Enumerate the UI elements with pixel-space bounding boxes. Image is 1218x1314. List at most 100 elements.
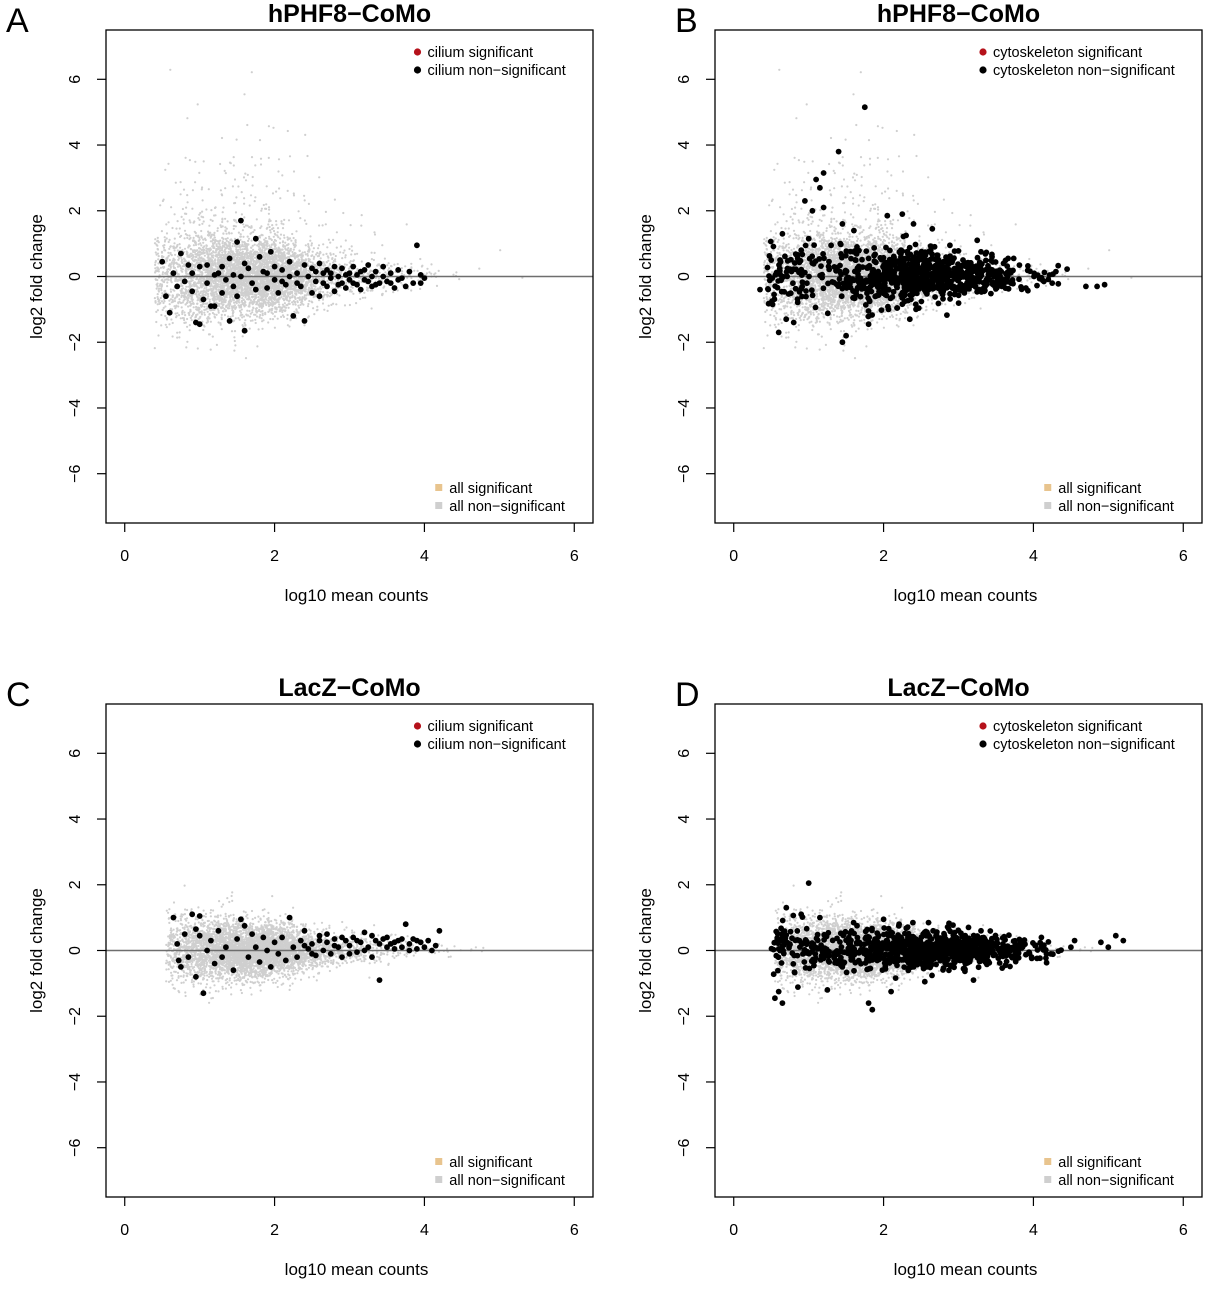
background-point [361, 273, 365, 276]
background-point [318, 291, 321, 294]
background-point [224, 251, 227, 255]
background-point [292, 242, 295, 245]
background-point [185, 206, 188, 209]
background-point [232, 270, 235, 273]
background-point [321, 286, 325, 289]
background-point [209, 218, 212, 221]
background-point [221, 249, 224, 252]
background-point [232, 267, 235, 270]
background-point [171, 299, 174, 302]
background-point [335, 271, 338, 275]
background-point [201, 210, 204, 213]
background-point [259, 226, 262, 230]
background-point [251, 175, 254, 179]
background-point [345, 263, 348, 266]
background-point [248, 273, 251, 276]
background-point [293, 246, 296, 249]
background-point [263, 246, 266, 249]
background-point [289, 317, 292, 320]
background-point [186, 290, 189, 293]
background-point [173, 249, 176, 252]
background-point [275, 220, 278, 223]
background-point [338, 263, 341, 266]
background-point [184, 321, 187, 324]
background-point [344, 256, 347, 259]
background-point [233, 244, 236, 248]
background-point [226, 281, 230, 284]
background-point [350, 245, 353, 248]
background-point [297, 296, 300, 300]
background-point [287, 219, 291, 222]
background-point [226, 220, 229, 223]
background-point [214, 240, 217, 244]
background-point [294, 303, 297, 306]
background-point [242, 223, 245, 226]
background-point [291, 232, 294, 236]
background-point [319, 279, 322, 282]
background-point [256, 268, 259, 271]
background-point [246, 285, 249, 288]
background-point [452, 273, 455, 276]
background-point [159, 204, 162, 207]
background-point [175, 246, 178, 249]
background-point [360, 260, 363, 263]
background-point [287, 250, 290, 253]
background-point [201, 222, 204, 225]
background-point [188, 234, 191, 237]
background-point [250, 301, 254, 304]
background-point [301, 296, 304, 299]
background-point [196, 295, 199, 298]
background-point [369, 289, 372, 292]
background-point [154, 271, 157, 274]
background-point [272, 235, 275, 238]
background-point [312, 296, 315, 299]
background-point [179, 301, 183, 305]
background-point [160, 313, 163, 317]
background-point [254, 293, 258, 296]
background-point [192, 239, 195, 242]
background-point [235, 282, 238, 285]
background-point [419, 257, 422, 261]
background-point [338, 294, 341, 297]
background-point [250, 239, 253, 242]
background-point [280, 220, 283, 223]
background-point [330, 294, 333, 297]
background-point [166, 273, 169, 276]
background-point [353, 253, 357, 256]
background-point [347, 267, 351, 270]
background-point [158, 299, 161, 302]
background-point [295, 309, 298, 312]
background-point [276, 259, 280, 262]
background-point [200, 259, 204, 262]
background-point [231, 296, 234, 299]
background-point [209, 236, 212, 239]
background-point [248, 263, 252, 266]
background-point [178, 257, 181, 260]
background-point [202, 160, 205, 163]
background-point [178, 243, 181, 246]
background-point [205, 247, 208, 250]
background-point [210, 240, 213, 243]
background-point [295, 289, 298, 292]
background-point [206, 256, 209, 259]
background-point [325, 261, 328, 264]
background-point [196, 302, 199, 305]
background-point [282, 223, 285, 226]
background-point [268, 208, 271, 211]
background-point [260, 209, 263, 212]
background-point [175, 261, 178, 264]
background-point [274, 254, 277, 257]
background-point [246, 256, 249, 259]
background-point [278, 296, 281, 299]
background-point [307, 316, 310, 319]
background-point [361, 296, 364, 299]
background-point [203, 237, 207, 240]
background-point [307, 245, 310, 248]
background-point [319, 250, 322, 254]
background-point [190, 277, 193, 280]
background-point [206, 252, 209, 255]
background-point [218, 262, 221, 265]
background-point [305, 222, 308, 225]
background-point [188, 280, 191, 283]
background-point [200, 229, 203, 233]
